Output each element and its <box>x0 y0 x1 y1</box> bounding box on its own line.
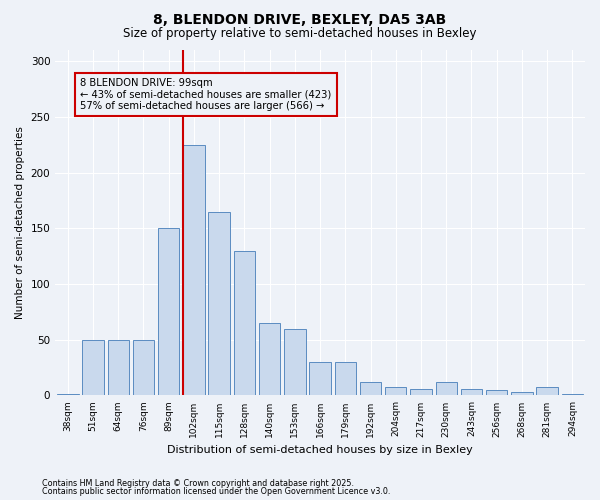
Bar <box>410 388 432 396</box>
Bar <box>536 386 558 396</box>
Bar <box>385 386 406 396</box>
Text: Contains public sector information licensed under the Open Government Licence v3: Contains public sector information licen… <box>42 487 391 496</box>
Text: 8 BLENDON DRIVE: 99sqm
← 43% of semi-detached houses are smaller (423)
57% of se: 8 BLENDON DRIVE: 99sqm ← 43% of semi-det… <box>80 78 332 111</box>
Bar <box>461 388 482 396</box>
Bar <box>107 340 129 396</box>
Text: 8, BLENDON DRIVE, BEXLEY, DA5 3AB: 8, BLENDON DRIVE, BEXLEY, DA5 3AB <box>154 12 446 26</box>
Text: Contains HM Land Registry data © Crown copyright and database right 2025.: Contains HM Land Registry data © Crown c… <box>42 478 354 488</box>
Text: Size of property relative to semi-detached houses in Bexley: Size of property relative to semi-detach… <box>123 28 477 40</box>
Bar <box>233 250 255 396</box>
Bar <box>360 382 381 396</box>
Bar <box>183 144 205 396</box>
Bar <box>335 362 356 396</box>
Bar <box>511 392 533 396</box>
Bar <box>158 228 179 396</box>
Bar <box>562 394 583 396</box>
Y-axis label: Number of semi-detached properties: Number of semi-detached properties <box>15 126 25 319</box>
Bar <box>82 340 104 396</box>
Bar <box>57 394 79 396</box>
Bar <box>259 323 280 396</box>
Bar <box>208 212 230 396</box>
Bar <box>133 340 154 396</box>
Bar <box>486 390 508 396</box>
Bar <box>284 328 305 396</box>
Bar <box>436 382 457 396</box>
X-axis label: Distribution of semi-detached houses by size in Bexley: Distribution of semi-detached houses by … <box>167 445 473 455</box>
Bar <box>310 362 331 396</box>
